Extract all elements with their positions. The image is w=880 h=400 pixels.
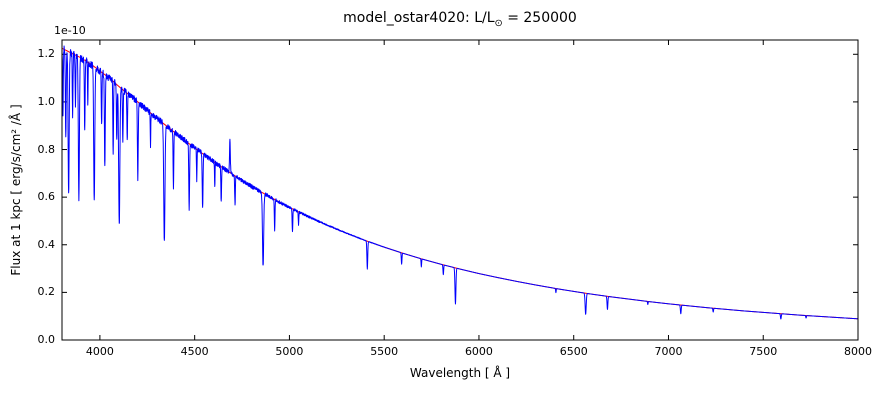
x-tick-label: 7500 (749, 345, 778, 358)
y-tick-label: 1.0 (37, 94, 56, 108)
x-axis-label: Wavelength [ Å ] (409, 366, 511, 380)
y-tick-label: 0.6 (37, 190, 56, 204)
continuum-line (62, 47, 858, 320)
y-tick-label: 1.2 (37, 47, 56, 61)
x-tick-label: 7000 (654, 345, 683, 358)
spectrum-line (62, 45, 858, 320)
x-tick-label: 8000 (844, 345, 872, 358)
x-tick-label: 5500 (370, 345, 399, 358)
axes-frame (61, 39, 859, 341)
x-tick-label: 4500 (180, 345, 209, 358)
y-axis-offset-text: 1e-10 (54, 24, 86, 37)
sun-symbol: ⊙ (494, 17, 503, 29)
x-tick-label: 6500 (559, 345, 588, 358)
y-axis-label: Flux at 1 kpc [ erg/s/cm² /Å ] (9, 104, 23, 276)
x-tick-label: 6000 (464, 345, 493, 358)
x-tick-label: 5000 (275, 345, 304, 358)
plot-title: model_ostar4020: L/L⊙ = 250000 (343, 10, 577, 29)
y-tick-label: 0.2 (37, 285, 56, 299)
tick-marks (62, 40, 859, 341)
y-tick-label: 0.4 (37, 237, 56, 251)
y-tick-label: 0.0 (37, 333, 56, 346)
x-tick-label: 4000 (85, 345, 114, 358)
y-tick-label: 0.8 (37, 142, 56, 156)
